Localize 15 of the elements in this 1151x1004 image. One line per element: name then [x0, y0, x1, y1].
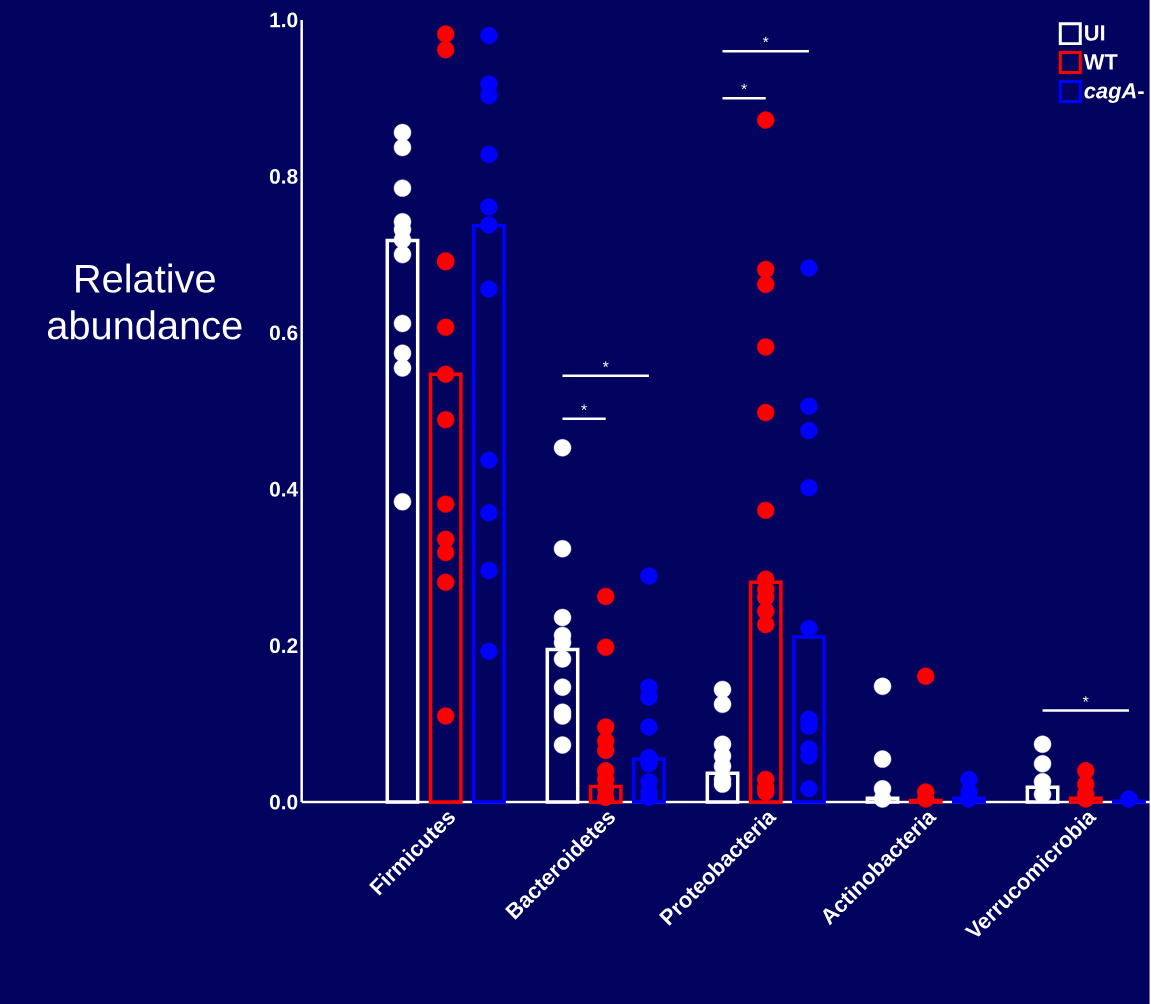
y-tick-label: 0.8 — [269, 169, 298, 184]
y-tick-label: 0.0 — [269, 794, 298, 810]
legend-label: cagA- — [1084, 83, 1144, 103]
legend-label: WT — [1083, 54, 1118, 70]
y-tick-label: 0.6 — [269, 325, 298, 341]
annotation: * — [602, 361, 609, 368]
y-tick-label: 0.2 — [269, 638, 298, 654]
annotation: * — [741, 83, 747, 90]
y-tick-label: 0.4 — [269, 481, 299, 497]
annotation: * — [1082, 696, 1089, 702]
y-tick-label: 1.0 — [270, 12, 298, 28]
annotation: * — [762, 36, 769, 43]
legend-label: UI — [1085, 25, 1105, 41]
annotation: * — [581, 404, 587, 411]
y-axis-title: Relative abundance — [47, 263, 242, 340]
